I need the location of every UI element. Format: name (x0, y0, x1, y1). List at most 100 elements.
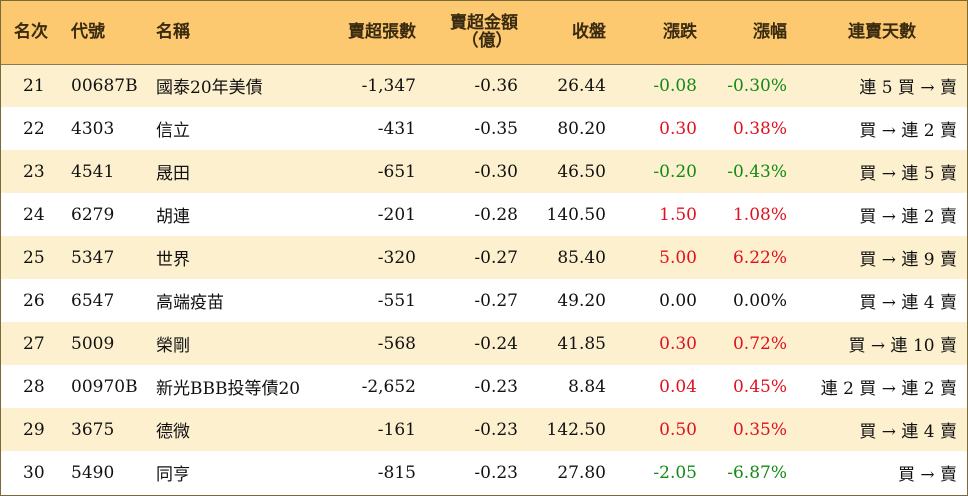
cell-net-sell-amount: -0.23 (474, 376, 518, 397)
cell-net-sell-shares: -1,347 (361, 75, 416, 96)
cell-consecutive-days: 連 2 買 → 連 2 賣 (820, 379, 957, 399)
cell-rank: 28 (23, 376, 45, 397)
cell-change-pct: 0.72% (732, 333, 787, 354)
cell-change-pct: -0.30% (727, 75, 787, 96)
cell-change-pct: -6.87% (727, 462, 787, 483)
table-row[interactable]: 22 4303 信立 -431 -0.35 80.20 0.30 0.38% 買… (1, 107, 967, 150)
header-net-sell-amount-line1: 賣超金額 (450, 13, 518, 34)
cell-close: 80.20 (557, 118, 606, 139)
header-change[interactable]: 漲跌 (616, 1, 707, 65)
cell-rank: 29 (23, 419, 45, 440)
table-row[interactable]: 28 00970B 新光BBB投等債20 -2,652 -0.23 8.84 0… (1, 365, 967, 408)
cell-close: 49.20 (557, 290, 606, 311)
cell-change: 0.30 (659, 333, 697, 354)
cell-name: 新光BBB投等債20 (156, 379, 301, 399)
cell-rank: 30 (23, 462, 45, 483)
header-consecutive-days[interactable]: 連賣天數 (797, 1, 967, 65)
table-row[interactable]: 27 5009 榮剛 -568 -0.24 41.85 0.30 0.72% 買… (1, 322, 967, 365)
cell-rank: 24 (23, 204, 45, 225)
header-close[interactable]: 收盤 (528, 1, 616, 65)
cell-net-sell-shares: -568 (377, 333, 416, 354)
cell-change: 0.04 (659, 376, 697, 397)
cell-code: 6547 (71, 290, 115, 311)
cell-consecutive-days: 買 → 連 2 賣 (859, 207, 957, 227)
cell-consecutive-days: 買 → 連 9 賣 (859, 250, 957, 270)
cell-close: 41.85 (557, 333, 606, 354)
cell-consecutive-days: 買 → 連 4 賣 (859, 422, 957, 442)
cell-change: 5.00 (659, 247, 697, 268)
header-rank[interactable]: 名次 (1, 1, 61, 65)
table-body: 21 00687B 國泰20年美債 -1,347 -0.36 26.44 -0.… (1, 64, 967, 494)
cell-net-sell-amount: -0.28 (474, 204, 518, 225)
cell-name: 高端疫苗 (156, 293, 224, 313)
cell-change-pct: 0.38% (732, 118, 787, 139)
cell-close: 46.50 (557, 161, 606, 182)
cell-net-sell-shares: -201 (377, 204, 416, 225)
header-change-pct[interactable]: 漲幅 (707, 1, 797, 65)
cell-change: -0.20 (653, 161, 697, 182)
cell-net-sell-shares: -815 (377, 462, 416, 483)
cell-net-sell-amount: -0.24 (474, 333, 518, 354)
cell-consecutive-days: 買 → 賣 (897, 465, 957, 485)
cell-code: 4541 (71, 161, 115, 182)
cell-rank: 23 (23, 161, 45, 182)
cell-name: 胡連 (156, 207, 190, 227)
cell-code: 5009 (71, 333, 115, 354)
cell-code: 5490 (71, 462, 115, 483)
cell-net-sell-shares: -651 (377, 161, 416, 182)
table-row[interactable]: 29 3675 德微 -161 -0.23 142.50 0.50 0.35% … (1, 408, 967, 451)
header-name[interactable]: 名稱 (146, 1, 326, 65)
header-net-sell-shares[interactable]: 賣超張數 (326, 1, 426, 65)
cell-code: 6279 (71, 204, 115, 225)
cell-name: 國泰20年美債 (156, 78, 263, 99)
cell-close: 85.40 (557, 247, 606, 268)
cell-name: 同亨 (156, 465, 190, 485)
cell-close: 142.50 (546, 419, 606, 440)
cell-net-sell-shares: -161 (377, 419, 416, 440)
cell-change-pct: 0.45% (732, 376, 787, 397)
cell-net-sell-shares: -431 (377, 118, 416, 139)
table-row[interactable]: 23 4541 晟田 -651 -0.30 46.50 -0.20 -0.43%… (1, 150, 967, 193)
cell-name: 信立 (156, 121, 190, 141)
cell-close: 140.50 (546, 204, 606, 225)
cell-code: 3675 (71, 419, 115, 440)
cell-name: 晟田 (156, 164, 190, 184)
cell-change-pct: 0.35% (732, 419, 787, 440)
cell-change-pct: 1.08% (732, 204, 787, 225)
cell-change: 0.50 (659, 419, 697, 440)
cell-net-sell-shares: -320 (377, 247, 416, 268)
cell-net-sell-amount: -0.23 (474, 462, 518, 483)
table-row[interactable]: 25 5347 世界 -320 -0.27 85.40 5.00 6.22% 買… (1, 236, 967, 279)
cell-change-pct: 0.00% (732, 290, 787, 311)
cell-change-pct: 6.22% (732, 247, 787, 268)
cell-close: 26.44 (557, 75, 606, 96)
header-row: 名次 代號 名稱 賣超張數 賣超金額 （億） 收盤 漲跌 漲幅 連賣天數 (1, 1, 967, 65)
header-net-sell-amount[interactable]: 賣超金額 （億） (426, 1, 528, 65)
cell-net-sell-amount: -0.23 (474, 419, 518, 440)
cell-rank: 26 (23, 290, 45, 311)
cell-consecutive-days: 買 → 連 5 賣 (859, 164, 957, 184)
cell-consecutive-days: 買 → 連 4 賣 (859, 293, 957, 313)
table-row[interactable]: 21 00687B 國泰20年美債 -1,347 -0.36 26.44 -0.… (1, 64, 967, 107)
cell-change: -2.05 (653, 462, 697, 483)
table-row[interactable]: 24 6279 胡連 -201 -0.28 140.50 1.50 1.08% … (1, 193, 967, 236)
cell-code: 4303 (71, 118, 115, 139)
cell-change: 0.30 (659, 118, 697, 139)
table-header: 名次 代號 名稱 賣超張數 賣超金額 （億） 收盤 漲跌 漲幅 連賣天數 (1, 1, 967, 65)
table-row[interactable]: 30 5490 同亨 -815 -0.23 27.80 -2.05 -6.87%… (1, 451, 967, 494)
cell-change-pct: -0.43% (727, 161, 787, 182)
cell-consecutive-days: 買 → 連 10 賣 (848, 336, 958, 356)
cell-change: 0.00 (659, 290, 697, 311)
table-row[interactable]: 26 6547 高端疫苗 -551 -0.27 49.20 0.00 0.00%… (1, 279, 967, 322)
cell-rank: 21 (23, 75, 45, 96)
cell-net-sell-amount: -0.27 (474, 247, 518, 268)
cell-code: 00970B (71, 376, 138, 397)
cell-code: 5347 (71, 247, 115, 268)
cell-close: 27.80 (557, 462, 606, 483)
header-code[interactable]: 代號 (61, 1, 146, 65)
cell-net-sell-amount: -0.30 (474, 161, 518, 182)
cell-rank: 22 (23, 118, 45, 139)
cell-rank: 27 (23, 333, 45, 354)
